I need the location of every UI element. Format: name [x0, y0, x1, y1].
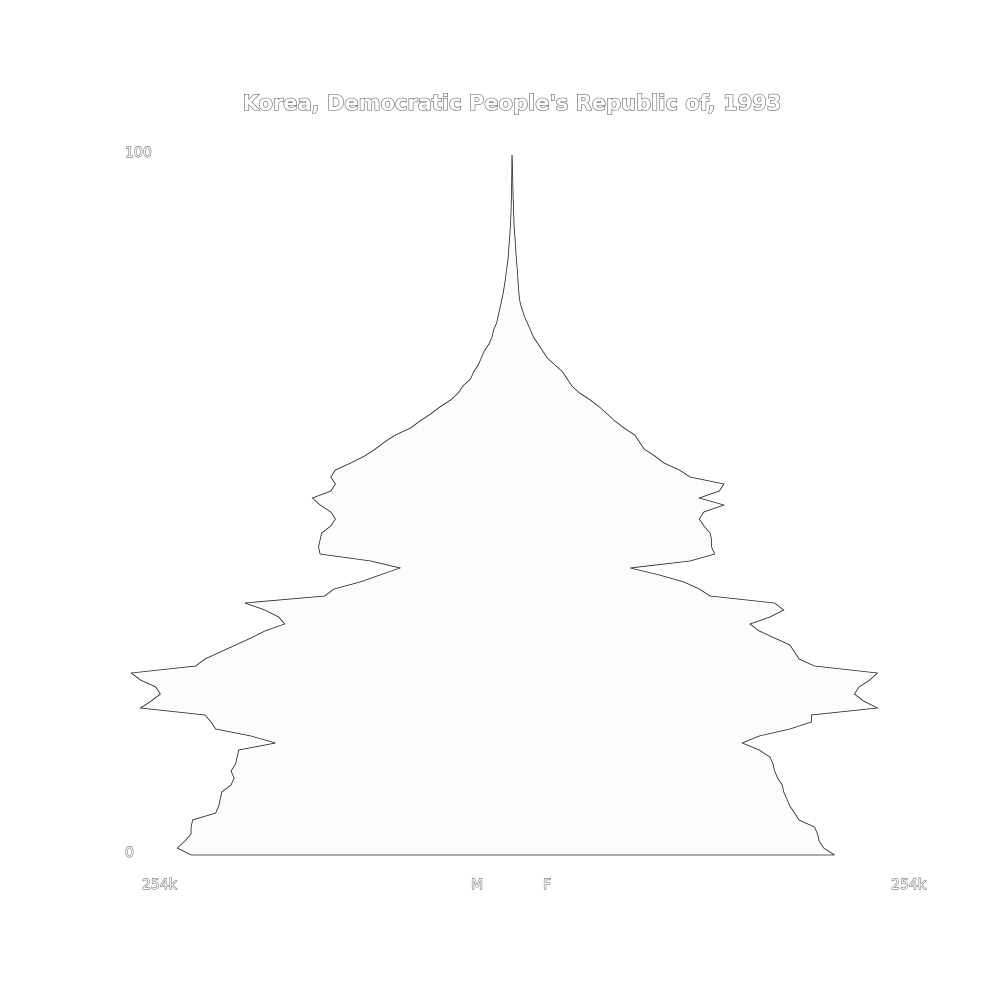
legend-label: M [471, 877, 483, 893]
population-outline [130, 154, 513, 856]
chart-title: Korea, Democratic People's Republic of, … [243, 91, 782, 115]
x-tick-label: 254k [891, 877, 927, 893]
legend-label: F [543, 877, 551, 893]
y-tick-label: 0 [125, 845, 134, 861]
area-fill [512, 155, 878, 855]
x-tick-label: 254k [142, 877, 178, 893]
y-tick-label: 100 [125, 145, 152, 161]
area-fill [131, 155, 512, 855]
population-outline [511, 154, 879, 856]
